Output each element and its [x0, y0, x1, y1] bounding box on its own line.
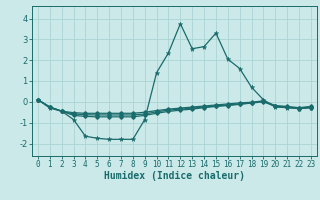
X-axis label: Humidex (Indice chaleur): Humidex (Indice chaleur)	[104, 171, 245, 181]
